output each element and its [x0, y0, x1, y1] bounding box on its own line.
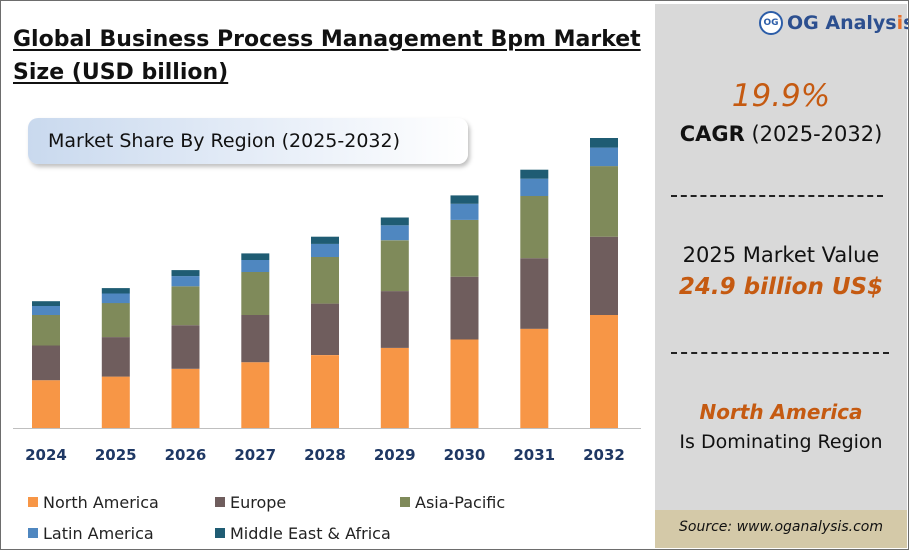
legend-swatch [400, 497, 410, 507]
bar-2025-middle-east-africa [101, 288, 130, 294]
bar-2028-latin-america [311, 243, 339, 257]
cagr-value: 19.9% [731, 78, 831, 114]
subtitle-banner: Market Share By Region (2025-2032) [28, 118, 468, 164]
x-tick-label: 2031 [513, 446, 555, 464]
source-text: Source: www.oganalysis.com [679, 519, 883, 535]
bar-2027-europe [241, 315, 270, 363]
dominant-region-label: Is Dominating Region [679, 431, 883, 453]
x-tick-label: 2029 [374, 446, 416, 464]
legend-item: Asia-Pacific [400, 492, 505, 512]
bar-2028-north-america [311, 355, 339, 428]
bar-2029-asia-pacific [380, 240, 409, 292]
cagr-label: CAGR (2025-2032) [679, 122, 883, 146]
x-tick-label: 2030 [444, 446, 486, 464]
bar-2031-europe [520, 258, 549, 329]
stacked-bar-chart: 2024 2025 2026 2027 2028 2029 2030 2031 2032 [13, 138, 641, 464]
bar-2026-asia-pacific [171, 286, 200, 326]
legend-item: Middle East & Africa [215, 523, 391, 543]
bar-2027-middle-east-africa [241, 253, 270, 260]
chart-subtitle: Market Share By Region (2025-2032) [48, 130, 401, 152]
bar-2032-latin-america [590, 147, 618, 167]
bar-2028-middle-east-africa [311, 236, 339, 244]
bar-2028-europe [311, 303, 339, 355]
bar-2030-latin-america [450, 203, 479, 220]
bar-2029-latin-america [380, 225, 409, 241]
bar-2029-europe [380, 291, 409, 348]
bar-2029-middle-east-africa [380, 217, 409, 226]
x-tick-label: 2026 [165, 446, 207, 464]
bar-2032-middle-east-africa [590, 138, 618, 148]
bar-2026-europe [171, 325, 200, 369]
legend-label: Europe [230, 492, 287, 512]
title-line-1: Global Business Process Management Bpm M… [13, 27, 641, 52]
bar-2025-north-america [101, 376, 130, 428]
bar-2026-latin-america [171, 276, 200, 287]
bar-2031-asia-pacific [520, 196, 549, 259]
chart-title: Global Business Process Management Bpm M… [13, 23, 643, 89]
bar-2030-middle-east-africa [450, 195, 479, 204]
bar-2026-north-america [171, 368, 200, 428]
bar-2031-north-america [520, 328, 549, 428]
bar-2025-latin-america [101, 293, 130, 304]
market-value: 24.9 billion US$ [678, 274, 884, 300]
source-box: Source: www.oganalysis.com [655, 510, 907, 548]
brand-name: OG Analysis [787, 12, 908, 34]
legend-item: Latin America [28, 523, 154, 543]
legend-swatch [28, 528, 38, 538]
x-tick-label: 2028 [304, 446, 346, 464]
bar-2032-north-america [590, 315, 618, 428]
x-tick-label: 2024 [25, 446, 67, 464]
bar-2029-north-america [380, 347, 409, 428]
title-line-2: Size (USD billion) [13, 60, 229, 85]
legend-swatch [215, 497, 225, 507]
brand-logo: OG OG Analysis [759, 9, 908, 37]
legend-label: North America [43, 492, 159, 512]
legend-swatch [215, 528, 225, 538]
bar-2030-asia-pacific [450, 219, 479, 277]
bar-2028-asia-pacific [311, 257, 339, 304]
bar-2032-europe [590, 236, 618, 315]
bar-2030-north-america [450, 339, 479, 428]
legend-label: Middle East & Africa [230, 523, 391, 543]
x-tick-label: 2025 [95, 446, 137, 464]
bar-2024-middle-east-africa [32, 301, 60, 306]
bar-2025-asia-pacific [101, 303, 130, 338]
x-tick-label: 2027 [234, 446, 276, 464]
bar-2024-asia-pacific [32, 315, 60, 346]
divider-1 [671, 195, 883, 197]
bar-2024-europe [32, 345, 60, 381]
bar-2027-latin-america [241, 260, 270, 272]
legend-item: North America [28, 492, 159, 512]
bar-2025-europe [101, 337, 130, 377]
bar-2030-europe [450, 276, 479, 340]
logo-icon: OG [759, 11, 783, 35]
legend-swatch [28, 497, 38, 507]
bar-2024-north-america [32, 380, 60, 428]
bar-2031-latin-america [520, 178, 549, 196]
bar-2032-asia-pacific [590, 166, 618, 237]
legend-item: Europe [215, 492, 286, 512]
legend-label: Latin America [43, 523, 154, 543]
bar-2027-north-america [241, 362, 270, 428]
bar-2031-middle-east-africa [520, 169, 549, 179]
summary-panel [655, 4, 907, 548]
market-value-label: 2025 Market Value [682, 243, 880, 267]
legend-label: Asia-Pacific [415, 492, 506, 512]
x-tick-label: 2032 [583, 446, 625, 464]
bar-2026-middle-east-africa [171, 270, 200, 277]
dominant-region: North America [699, 400, 863, 424]
bar-2024-latin-america [32, 306, 60, 315]
divider-2 [671, 352, 889, 354]
bar-2027-asia-pacific [241, 271, 270, 315]
